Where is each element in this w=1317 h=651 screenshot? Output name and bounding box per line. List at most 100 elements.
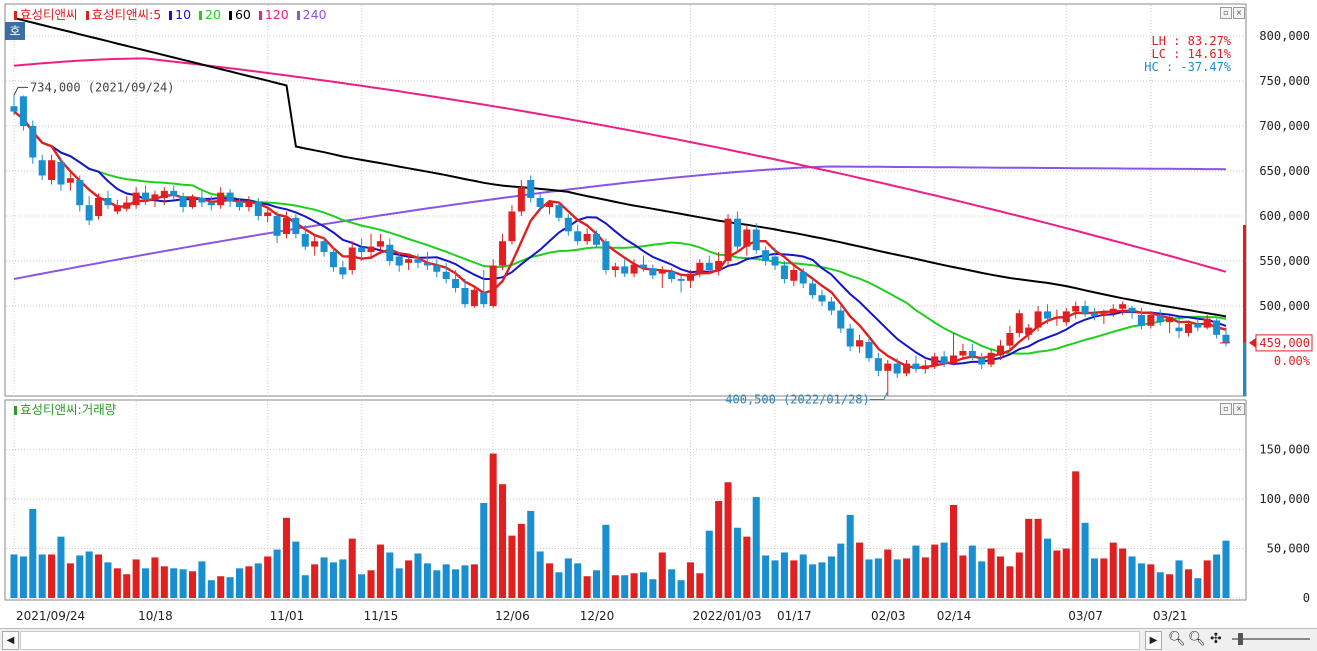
price-axis-label: 700,000 — [1259, 119, 1310, 133]
volume-bar — [884, 549, 892, 598]
legend-item-ma10[interactable]: 10 — [169, 7, 191, 22]
volume-bar — [1072, 471, 1080, 598]
volume-bar — [771, 560, 779, 598]
range-bar-up — [1243, 225, 1246, 343]
volume-bar — [1053, 550, 1061, 598]
volume-bar — [376, 544, 384, 598]
ma240-line — [13, 165, 1227, 280]
candle-body — [1184, 324, 1192, 333]
pan-icon[interactable]: ✣ — [1210, 631, 1222, 647]
volume-bar — [668, 569, 676, 598]
scroll-left-button[interactable]: ◀ — [2, 631, 19, 650]
volume-bar — [29, 508, 37, 598]
candle-body — [809, 283, 817, 296]
price-axis-label: 500,000 — [1259, 299, 1310, 313]
candle-body — [968, 351, 976, 357]
candle-body — [29, 126, 37, 158]
volume-bar — [423, 563, 431, 598]
candle-body — [188, 198, 197, 207]
volume-panel-maximize-icon[interactable]: ▫ — [1220, 403, 1232, 415]
legend-item-ma120[interactable]: 120 — [258, 7, 289, 22]
volume-bar — [686, 562, 694, 598]
volume-bar — [301, 575, 309, 598]
candle-body — [555, 205, 563, 218]
volume-bar — [329, 562, 337, 598]
candle-body — [38, 160, 46, 176]
volume-bar — [1062, 548, 1070, 598]
volume-bar — [273, 549, 281, 598]
candle-body — [123, 202, 131, 209]
legend-item-volume[interactable]: 효성티앤씨:거래량 — [14, 402, 116, 417]
price-axis-label: 600,000 — [1259, 209, 1310, 223]
candle-body — [1015, 313, 1023, 333]
volume-bar — [367, 570, 375, 598]
volume-bar — [536, 551, 544, 598]
candle-body — [705, 262, 713, 270]
candle-body — [846, 328, 854, 347]
legend-item-price[interactable]: 효성티앤씨 — [14, 7, 78, 22]
date-axis-label: 11/15 — [364, 609, 399, 623]
moving-average-lines — [13, 17, 1227, 370]
candle-body — [66, 178, 74, 183]
price-panel-close-icon[interactable]: × — [1233, 7, 1245, 19]
volume-bar — [978, 561, 986, 598]
volume-bar — [546, 563, 554, 598]
ma10-line — [13, 110, 1227, 366]
candle-body — [874, 358, 882, 371]
candle-body — [1043, 311, 1052, 319]
price-axis-label: 800,000 — [1259, 29, 1310, 43]
scroll-right-button[interactable]: ▶ — [1145, 631, 1162, 650]
zoom-in-icon[interactable]: 🔍︎ — [1188, 631, 1206, 647]
legend-item-ma20[interactable]: 20 — [199, 7, 221, 22]
candle-body — [264, 212, 272, 216]
high-annotation-leader — [13, 86, 28, 96]
stat-lh: LH : 83.27% — [1152, 34, 1232, 48]
volume-axis-label: 100,000 — [1259, 492, 1310, 506]
date-axis-label: 03/21 — [1153, 609, 1188, 623]
stock-badge[interactable]: 호 — [5, 22, 25, 40]
horizontal-scrollbar[interactable] — [20, 631, 1140, 650]
volume-bar — [480, 503, 488, 598]
price-panel-maximize-icon[interactable]: ▫ — [1220, 7, 1232, 19]
candle-body — [10, 106, 18, 112]
candle-body — [978, 358, 986, 365]
volume-panel-close-icon[interactable]: × — [1233, 403, 1245, 415]
annotations: 734,000 (2021/09/24) 400,500 (2022/01/28)… — [13, 34, 1313, 407]
volume-bar — [1109, 542, 1117, 598]
volume-bar — [846, 514, 854, 598]
zoom-slider-knob[interactable] — [1238, 633, 1243, 645]
candle-body — [395, 256, 403, 266]
date-axis-label: 02/14 — [937, 609, 972, 623]
price-panel[interactable] — [4, 3, 1247, 397]
candle-body — [57, 162, 65, 185]
legend-item-ma240[interactable]: 240 — [296, 7, 327, 22]
volume-bar — [583, 576, 591, 598]
candle-body — [461, 288, 469, 305]
candle-body — [414, 259, 422, 263]
candle-body — [245, 201, 253, 207]
volume-bar — [564, 558, 572, 598]
volume-bar — [461, 565, 469, 598]
candle-body — [696, 262, 704, 274]
zoom-slider-track[interactable] — [1232, 638, 1310, 640]
candle-body — [987, 352, 995, 365]
volume-bar — [1194, 578, 1202, 598]
candle-body — [1147, 315, 1155, 326]
candle-body — [611, 266, 619, 270]
candle-body — [170, 190, 178, 197]
current-change-label: 0.00% — [1274, 354, 1311, 368]
candle-body — [423, 262, 431, 266]
candle-body — [179, 196, 187, 207]
volume-bar — [48, 554, 56, 598]
volume-bar — [235, 568, 244, 598]
zoom-out-icon[interactable]: 🔍︎ — [1168, 631, 1186, 647]
candle-body — [583, 234, 591, 242]
volume-bar — [311, 564, 319, 598]
volume-bar — [405, 560, 413, 598]
legend-item-ma60[interactable]: 60 — [228, 7, 251, 22]
volume-bar — [160, 566, 168, 598]
volume-axis-label: 0 — [1303, 591, 1310, 605]
legend-item-ma5[interactable]: 효성티앤씨:5 — [85, 7, 161, 22]
candle-body — [19, 96, 27, 126]
